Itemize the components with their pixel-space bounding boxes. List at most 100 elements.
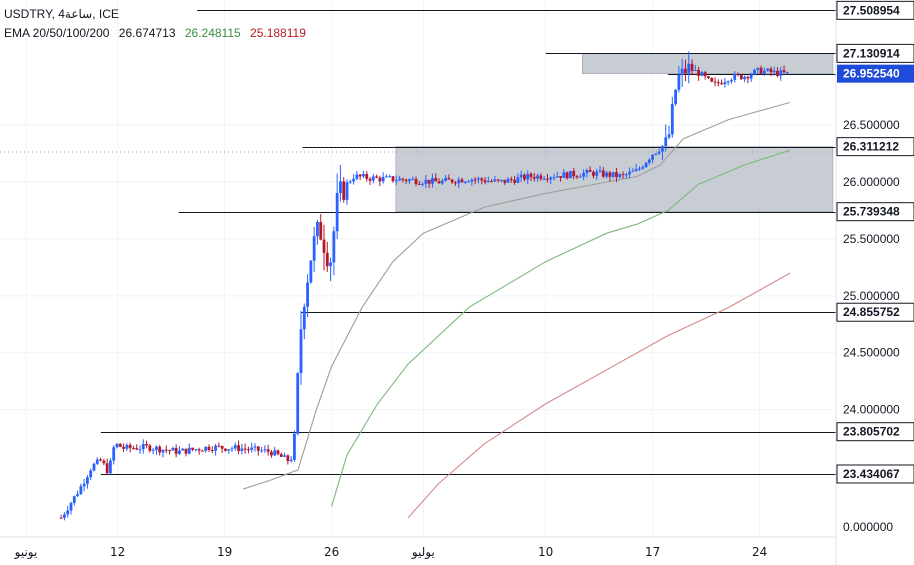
candle-body-100 xyxy=(388,176,392,178)
x-tick-label-5: 10 xyxy=(538,545,553,559)
candle-body-127 xyxy=(477,178,480,180)
level-tag-label-3: 25.739348 xyxy=(843,205,900,219)
candle-body-2 xyxy=(66,510,70,515)
candle-body-174 xyxy=(631,170,635,172)
x-tick-label-1: 12 xyxy=(110,545,125,559)
candle-body-199 xyxy=(713,81,717,83)
y-tick-label-5: 26.500000 xyxy=(843,118,900,132)
candle-body-40 xyxy=(191,447,194,450)
candle-body-19 xyxy=(122,446,125,449)
candle-body-26 xyxy=(145,444,148,446)
candle-body-155 xyxy=(569,170,572,179)
candle-body-203 xyxy=(726,81,730,83)
candle-body-50 xyxy=(224,448,227,451)
candle-body-86 xyxy=(342,181,346,200)
candle-body-179 xyxy=(647,159,651,163)
candle-body-54 xyxy=(237,445,240,451)
candle-body-193 xyxy=(693,70,697,72)
ema-value-20: 26.674713 xyxy=(118,26,176,40)
y-tick-label-3: 25.500000 xyxy=(843,232,900,246)
price-axis[interactable]: 24.000000 24.500000 25.000000 25.500000 26.0… xyxy=(843,118,900,534)
candle-body-146 xyxy=(539,175,543,179)
level-tag-box-3 xyxy=(836,202,914,222)
candle-body-170 xyxy=(618,174,622,178)
price-tags: 27.508954 27.130914 26.311212 25.739348 24.8… xyxy=(836,0,914,484)
candle-body-37 xyxy=(181,448,185,451)
symbol-title[interactable]: USDTRY, 4ساعة, ICE xyxy=(4,7,119,21)
candle-body-195 xyxy=(700,72,704,76)
candle-body-171 xyxy=(621,174,625,176)
candle-body-184 xyxy=(664,137,668,147)
candle-body-25 xyxy=(141,444,145,450)
candle-body-108 xyxy=(414,178,418,184)
candle-body-84 xyxy=(335,193,339,232)
candle-body-116 xyxy=(440,180,444,184)
candle-body-112 xyxy=(427,179,431,184)
candle-body-111 xyxy=(424,179,428,184)
candle-body-15 xyxy=(109,460,112,474)
candle-body-220 xyxy=(782,70,786,73)
time-axis[interactable]: يونيو 12 19 26 يوليو 10 17 24 xyxy=(14,545,768,560)
candle-body-206 xyxy=(736,74,740,76)
candle-body-156 xyxy=(572,170,576,177)
candle-body-83 xyxy=(332,231,336,263)
candle-body-211 xyxy=(753,69,756,75)
candle-body-197 xyxy=(707,76,710,79)
candle-body-47 xyxy=(214,445,217,451)
candle-body-73 xyxy=(299,329,303,374)
candle-body-164 xyxy=(598,170,602,172)
ema-label: EMA 20/50/100/200 xyxy=(4,26,110,40)
candle-body-60 xyxy=(256,446,260,451)
candle-body-48 xyxy=(217,445,221,447)
candle-body-91 xyxy=(358,174,362,177)
ema-value-100: 25.188119 xyxy=(250,26,306,40)
level-tag-box-1 xyxy=(836,43,914,63)
candle-body-17 xyxy=(115,443,119,448)
candle-body-122 xyxy=(460,179,464,183)
candle-body-28 xyxy=(151,449,155,451)
candle-body-82 xyxy=(329,262,332,267)
candle-body-162 xyxy=(592,171,595,176)
candle-body-106 xyxy=(408,179,411,182)
candle-body-23 xyxy=(135,448,139,450)
candle-body-66 xyxy=(276,450,280,455)
candle-body-75 xyxy=(306,282,309,307)
candle-body-102 xyxy=(394,180,398,182)
zone-1 xyxy=(581,53,834,74)
candle-body-59 xyxy=(253,446,257,448)
candle-body-71 xyxy=(293,433,296,460)
candle-body-165 xyxy=(601,170,605,177)
candle-body-20 xyxy=(125,444,129,449)
candle-body-27 xyxy=(148,445,152,451)
candle-body-14 xyxy=(105,463,109,474)
candle-body-81 xyxy=(325,252,329,267)
candle-body-137 xyxy=(509,178,513,180)
ema100-line xyxy=(407,272,791,519)
ema-legend[interactable]: EMA 20/50/100/200 26.674713 26.248115 25… xyxy=(4,24,312,43)
level-tag-label-4: 24.855752 xyxy=(843,305,900,319)
candle-body-76 xyxy=(309,260,313,283)
candle-body-41 xyxy=(194,449,198,451)
candle-body-121 xyxy=(457,179,461,184)
candle-body-77 xyxy=(312,236,316,261)
candle-body-49 xyxy=(220,445,224,449)
candle-body-129 xyxy=(483,180,487,183)
candle-body-168 xyxy=(611,172,615,177)
candle-body-70 xyxy=(289,459,293,462)
candle-body-74 xyxy=(302,306,306,330)
candle-body-180 xyxy=(651,154,654,160)
candle-body-144 xyxy=(532,176,536,179)
candle-body-11 xyxy=(95,459,99,464)
candle-body-69 xyxy=(286,455,290,462)
candle-body-89 xyxy=(352,178,355,182)
candle-body-61 xyxy=(260,450,263,452)
x-tick-label-4: يوليو xyxy=(411,545,435,560)
candle-body-202 xyxy=(723,82,727,85)
candle-body-214 xyxy=(762,70,766,74)
candle-body-63 xyxy=(266,449,270,452)
candle-body-166 xyxy=(605,172,608,177)
candle-body-189 xyxy=(680,68,684,76)
candle-body-169 xyxy=(615,172,618,178)
candle-body-209 xyxy=(746,76,750,79)
